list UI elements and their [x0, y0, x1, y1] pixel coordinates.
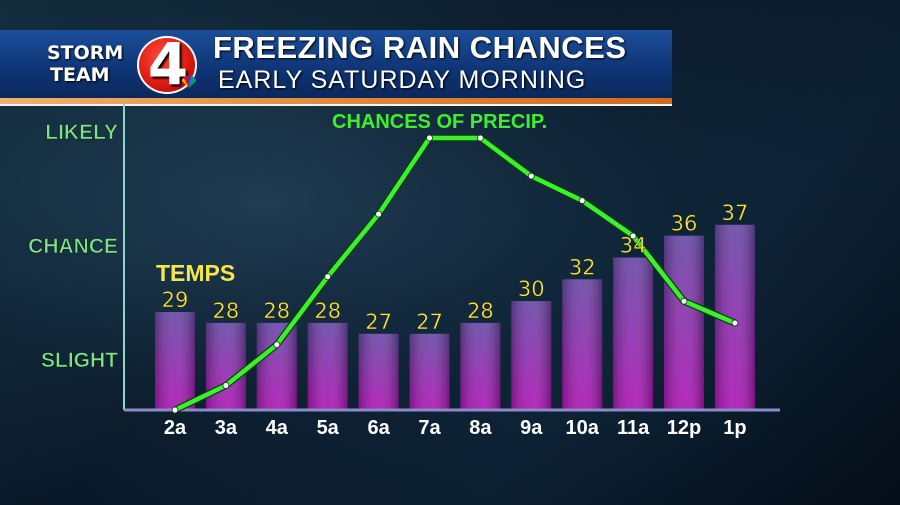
temp-bar-shade-2a [155, 312, 195, 410]
precip-point-5a [324, 273, 332, 281]
precip-point-2a [171, 406, 179, 414]
page-title: FREEZING RAIN CHANCES [213, 30, 627, 65]
temp-bar-shade-7a [409, 333, 450, 410]
temp-bar-shade-8a [460, 322, 501, 410]
x-tick-4a: 4a [266, 417, 289, 439]
page-subtitle: EARLY SATURDAY MORNING [218, 66, 587, 94]
x-tick-6a: 6a [367, 417, 390, 439]
x-tick-3a: 3a [215, 417, 238, 439]
precip-point-9a [527, 172, 535, 180]
precip-point-10a [578, 197, 586, 204]
x-tick-10a: 10a [566, 417, 600, 439]
temp-bar-shade-10a [562, 279, 603, 410]
series-label-precip: CHANCES OF PRECIP. [332, 111, 547, 133]
temp-label-5a: 28 [314, 299, 341, 323]
precip-point-12p [680, 297, 688, 305]
precip-point-4a [273, 341, 281, 349]
temp-bar-shade-11a [613, 257, 654, 410]
temp-label-8a: 28 [467, 299, 494, 323]
temp-bar-shade-9a [511, 301, 552, 410]
x-tick-11a: 11a [617, 417, 650, 439]
header-banner [0, 30, 672, 100]
temp-label-1p: 37 [722, 201, 749, 225]
temp-bar-shade-12p [664, 235, 704, 410]
logo-storm-text: STORM [47, 42, 124, 64]
x-tick-1p: 1p [723, 417, 746, 439]
series-label-temps: TEMPS [156, 260, 235, 286]
x-tick-9a: 9a [520, 417, 543, 439]
temp-label-11a: 34 [620, 234, 647, 258]
temp-label-4a: 28 [263, 299, 290, 323]
x-tick-5a: 5a [317, 417, 340, 439]
x-tick-12p: 12p [667, 417, 701, 439]
y-level-likely: LIKELY [45, 121, 118, 144]
temp-label-3a: 28 [213, 299, 240, 323]
temp-label-9a: 30 [518, 277, 545, 301]
peacock-icon [181, 76, 197, 88]
x-tick-7a: 7a [418, 417, 441, 439]
temp-bar-shade-5a [307, 322, 348, 410]
temp-label-7a: 27 [416, 310, 443, 334]
x-tick-8a: 8a [469, 417, 492, 439]
temp-label-6a: 27 [365, 310, 392, 334]
x-tick-2a: 2a [164, 417, 187, 439]
y-level-chance: CHANCE [28, 235, 118, 258]
precip-point-7a [426, 134, 433, 142]
precip-point-6a [375, 210, 383, 218]
precip-point-11a [629, 232, 637, 240]
precip-point-3a [222, 382, 230, 389]
header-stripe [0, 98, 672, 104]
logo-team-text: TEAM [50, 64, 110, 86]
precip-point-1p [731, 319, 739, 327]
temp-bar-shade-6a [358, 333, 399, 410]
header-stripe-white [0, 104, 672, 106]
temp-label-2a: 29 [162, 288, 189, 312]
temp-bar-shade-4a [256, 322, 297, 410]
temp-bar-shade-3a [205, 322, 246, 410]
y-level-slight: SLIGHT [41, 349, 118, 372]
logo-number: 4 [147, 30, 189, 98]
temp-label-10a: 32 [569, 255, 596, 279]
temp-label-12p: 36 [671, 212, 698, 236]
precip-point-8a [476, 134, 484, 142]
precip-line [174, 135, 736, 413]
